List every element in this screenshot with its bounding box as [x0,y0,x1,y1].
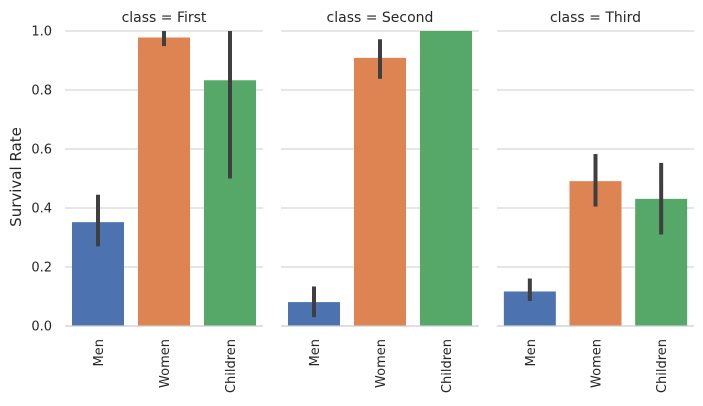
y-axis-label: Survival Rate [7,127,25,227]
y-tick-label: 0.0 [31,320,52,335]
x-tick-label-children-p1: Children [224,339,239,393]
x-tick-label-men-p1: Men [92,339,107,366]
y-tick-label: 0.2 [31,261,52,276]
panel-title-1: class = First [122,10,207,26]
bar-women-p2 [354,57,406,326]
x-tick-label-women-p1: Women [158,339,173,388]
x-tick-label-children-p2: Children [440,339,455,393]
bar-children-p2 [420,31,472,326]
x-tick-label-men-p3: Men [524,339,539,366]
x-tick-label-men-p2: Men [308,339,323,366]
y-tick-label: 0.4 [31,202,52,217]
y-tick-label: 0.8 [31,84,52,99]
y-tick-label: 0.6 [31,143,52,158]
bar-women-p1 [138,37,190,327]
panel-title-2: class = Second [327,10,434,26]
x-tick-label-children-p3: Children [655,339,670,393]
y-tick-label: 1.0 [31,25,52,40]
x-tick-label-women-p3: Women [590,339,605,388]
x-tick-label-women-p2: Women [374,339,389,388]
panel-title-3: class = Third [550,10,641,26]
